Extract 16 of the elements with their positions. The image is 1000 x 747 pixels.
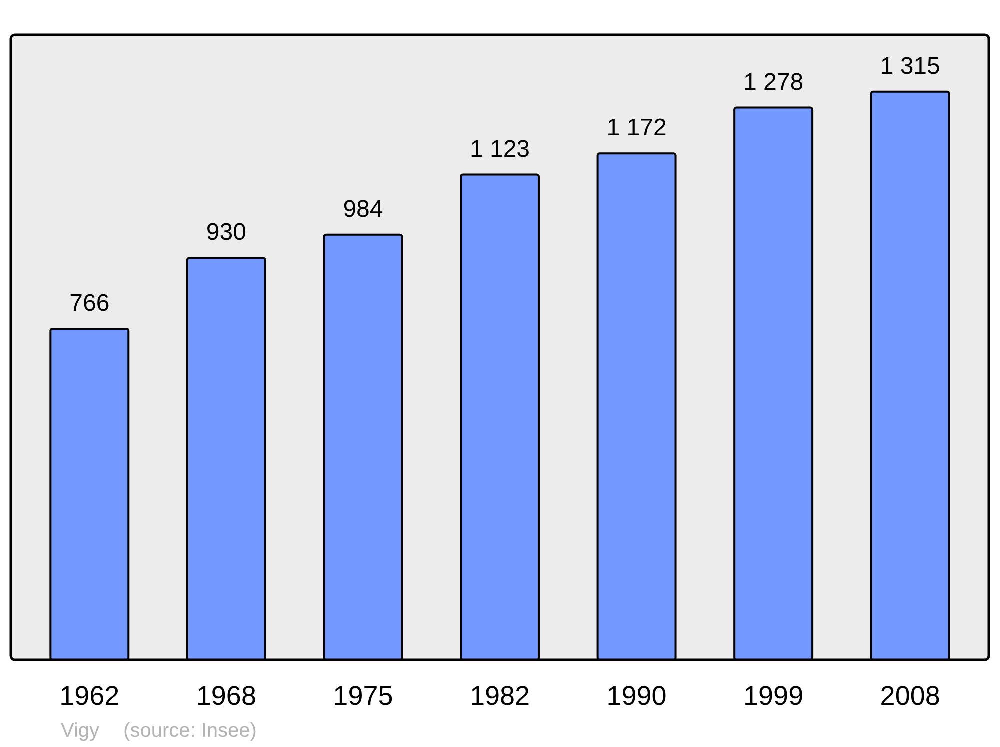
text: Vigy: [61, 720, 100, 742]
data-label: 984: [343, 196, 384, 223]
data-label: 766: [70, 290, 110, 318]
data-label: 1 278: [744, 68, 804, 96]
data-label: 1 172: [606, 114, 667, 142]
data-label: 1 123: [470, 136, 530, 163]
text: (source: Insee): [124, 720, 257, 742]
x-tick-label: 1982: [470, 681, 530, 711]
x-tick-label: 1990: [606, 681, 667, 711]
x-tick-label: 1975: [333, 681, 394, 711]
x-tick-label: 1962: [60, 681, 120, 711]
data-label: 1 315: [880, 52, 940, 80]
x-tick-label: 1968: [196, 681, 256, 711]
data-label: 930: [206, 219, 246, 246]
x-tick-label: 2008: [880, 681, 940, 711]
x-tick-label: 1999: [744, 681, 804, 711]
